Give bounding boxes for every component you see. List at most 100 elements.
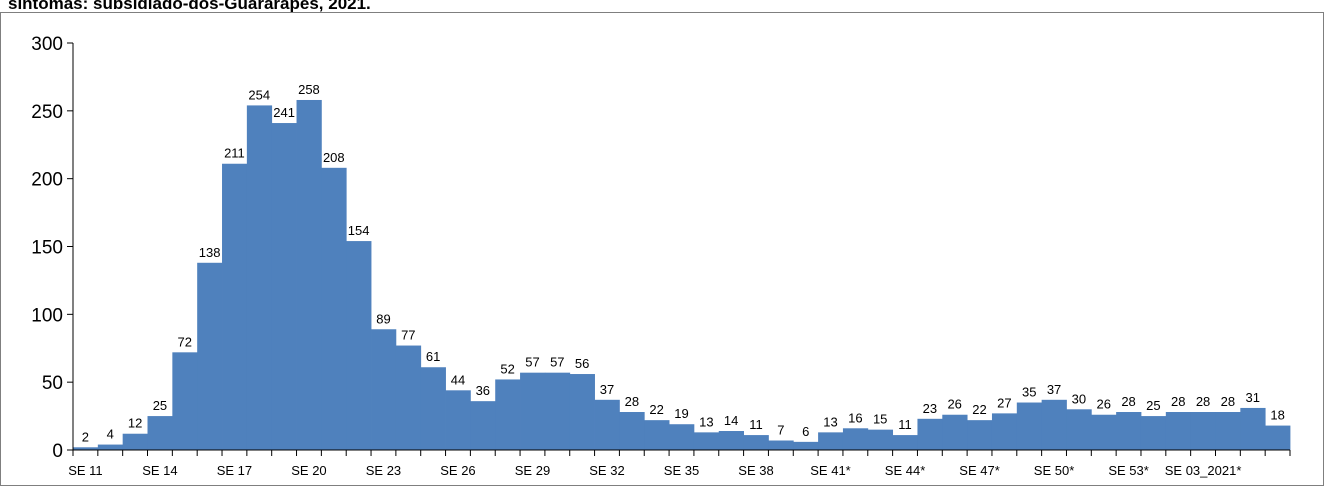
x-tick-label: SE 26 [440, 463, 475, 478]
data-label: 36 [476, 383, 490, 398]
bar [991, 413, 1018, 450]
x-tick-label: SE 14 [142, 463, 177, 478]
bar [97, 444, 124, 450]
data-label: 13 [823, 414, 837, 429]
bar [470, 401, 496, 450]
x-tick-label: SE 29 [515, 463, 550, 478]
bar [743, 435, 769, 450]
x-tick-label: SE 23 [366, 463, 401, 478]
data-label: 35 [1022, 385, 1036, 400]
bar [445, 390, 471, 450]
data-label: 22 [972, 402, 986, 417]
data-label: 28 [1121, 394, 1135, 409]
y-tick-label: 200 [31, 170, 63, 191]
bar [1016, 402, 1043, 450]
bar [147, 416, 173, 450]
bar [1215, 412, 1241, 450]
data-label: 25 [153, 398, 167, 413]
bar [569, 374, 595, 450]
bar [818, 432, 844, 450]
bar [122, 433, 148, 450]
x-tick-label: SE 20 [291, 463, 326, 478]
bar [793, 441, 819, 450]
data-label: 26 [1096, 397, 1110, 412]
data-label: 44 [451, 372, 465, 387]
bar [917, 418, 943, 450]
x-tick-label: SE 32 [589, 463, 624, 478]
data-label: 37 [600, 382, 614, 397]
data-label: 211 [224, 146, 245, 161]
x-tick-label: SE 53* [1108, 463, 1148, 478]
data-label: 23 [923, 401, 937, 416]
data-label: 154 [348, 223, 370, 238]
bar [1190, 412, 1216, 450]
bar [1066, 409, 1092, 450]
data-label: 30 [1072, 391, 1086, 406]
data-label: 2 [82, 429, 89, 444]
y-tick-label: 250 [31, 102, 63, 123]
bar [73, 447, 99, 450]
bar [544, 372, 571, 450]
data-label: 26 [947, 397, 961, 412]
data-label: 27 [997, 395, 1011, 410]
data-label: 14 [724, 413, 738, 428]
bar [867, 429, 894, 450]
data-label: 28 [1196, 394, 1210, 409]
x-tick-label: SE 44* [885, 463, 925, 478]
bar [619, 412, 645, 450]
bar [768, 440, 794, 450]
bar [718, 431, 744, 450]
bar [1091, 414, 1117, 450]
chart-title: sintomas: subsidiado-dos-Guararapes, 202… [8, 0, 371, 13]
bar [1140, 416, 1167, 450]
data-label: 89 [376, 311, 390, 326]
bar [669, 424, 695, 450]
bar [222, 163, 248, 451]
bars-group [73, 99, 1291, 451]
bar [296, 99, 322, 450]
data-label: 241 [273, 105, 295, 120]
bar [842, 428, 869, 450]
x-tick-label: SE 38 [738, 463, 773, 478]
data-label: 57 [550, 355, 564, 370]
bar [420, 367, 446, 450]
x-tick-label: SE 47* [959, 463, 999, 478]
data-label: 28 [1171, 394, 1185, 409]
data-label: 138 [199, 245, 221, 260]
data-label: 18 [1270, 408, 1284, 423]
bar [892, 435, 918, 450]
data-label: 52 [500, 361, 514, 376]
y-tick-label: 300 [31, 34, 63, 55]
y-tick-label: 0 [52, 441, 63, 462]
x-tick-label: SE 41* [810, 463, 850, 478]
data-label: 56 [575, 356, 589, 371]
bar [172, 352, 198, 450]
data-label: 6 [802, 424, 809, 439]
y-tick-label: 100 [31, 305, 63, 326]
x-axis: SE 11 SE 14 SE 17 SE 20 SE 23 SE 26 SE 29 SE 32… [68, 449, 1291, 478]
data-label: 61 [426, 349, 440, 364]
bar [371, 329, 397, 450]
x-tick-label: SE 11 [68, 463, 102, 478]
chart-frame [0, 12, 1324, 486]
bar [346, 241, 372, 450]
bar [321, 167, 347, 450]
data-label: 31 [1246, 390, 1260, 405]
data-label: 77 [401, 328, 415, 343]
bar [1165, 412, 1192, 450]
data-label: 15 [873, 412, 887, 427]
x-tick-label: SE 35 [664, 463, 699, 478]
bar [197, 262, 223, 450]
data-label: 19 [674, 406, 688, 421]
data-label: 258 [298, 82, 320, 97]
data-label: 16 [848, 410, 862, 425]
bar [644, 420, 670, 450]
bar [395, 345, 422, 450]
data-label: 208 [323, 150, 345, 165]
bar [1116, 412, 1142, 450]
data-label: 28 [625, 394, 639, 409]
bar [495, 379, 521, 450]
bar [693, 432, 720, 450]
data-label: 72 [178, 334, 192, 349]
